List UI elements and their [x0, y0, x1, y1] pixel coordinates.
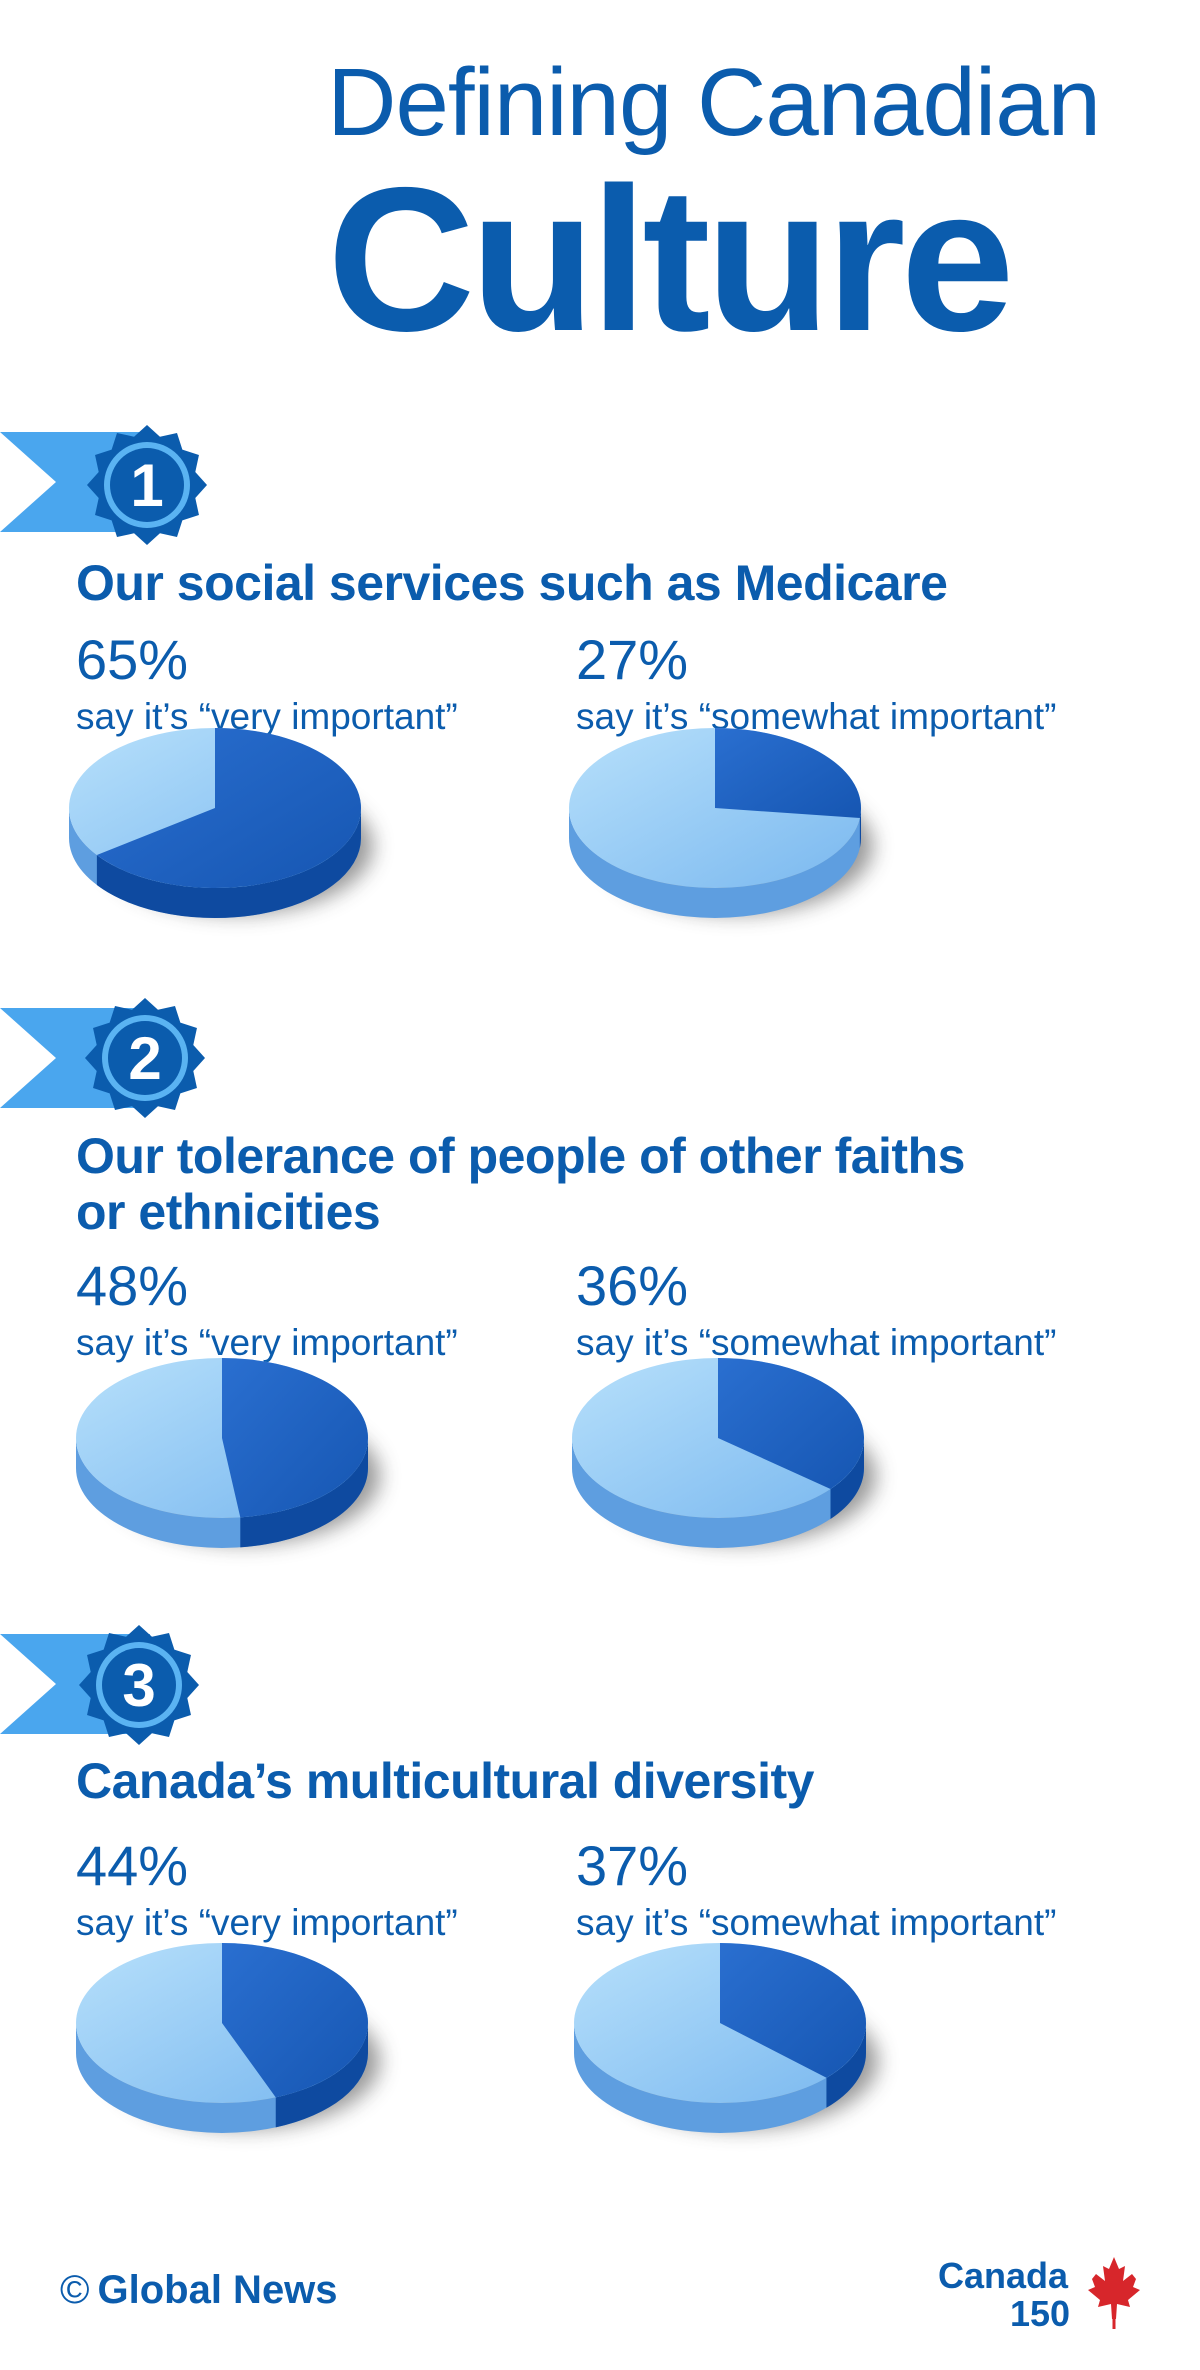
pie-side-wall: [569, 808, 861, 918]
pie-chart: [76, 1358, 380, 1548]
pie-chart: [569, 728, 873, 918]
pie-slice-value: [222, 1943, 368, 2098]
pie-slice-value: [715, 728, 861, 819]
section-number: 3: [122, 1652, 155, 1719]
section-number: 2: [128, 1025, 161, 1092]
title-line-2: Culture: [327, 145, 1014, 374]
section-2: 2 Our tolerance of people of other faith…: [0, 990, 1200, 1580]
canada-150-logo: Canada 150: [938, 2255, 1140, 2335]
pie-slice-value: [96, 728, 361, 888]
section-title-line: Canada’s multicultural diversity: [76, 1753, 814, 1809]
section-title: Our social services such as Medicare: [76, 555, 948, 611]
logo-line-2: 150: [1010, 2293, 1071, 2334]
stat-label: say it’s “very important”: [76, 1322, 458, 1363]
logo-line-1: Canada: [938, 2255, 1069, 2296]
stat-value: 37%: [576, 1834, 689, 1897]
number-badge-icon: 1: [87, 425, 207, 545]
stat-somewhat-important: 36% say it’s “somewhat important”: [576, 1254, 1057, 1363]
stat-label: say it’s “very important”: [76, 696, 458, 737]
pie-slice-side: [859, 808, 861, 849]
section-title: Our tolerance of people of other faiths …: [76, 1128, 965, 1240]
pie-side-wall: [574, 2023, 866, 2133]
number-badge-icon: 3: [79, 1625, 199, 1745]
stat-value: 48%: [76, 1254, 189, 1317]
section-number: 1: [130, 452, 163, 519]
footer-credit: © Global News: [60, 2268, 338, 2313]
pie-slice-side: [96, 808, 361, 918]
stat-value: 44%: [76, 1834, 189, 1897]
page-title: Defining Canadian Culture: [327, 49, 1101, 374]
pie-chart: [574, 1943, 878, 2133]
pie-slice-side: [240, 1438, 368, 1548]
section-3: 3 Canada’s multicultural diversity 44% s…: [0, 1620, 1200, 2180]
pie-chart: [572, 1358, 876, 1548]
number-badge-icon: 2: [85, 998, 205, 1118]
pie-side-wall: [572, 1438, 864, 1548]
stat-somewhat-important: 27% say it’s “somewhat important”: [576, 628, 1057, 737]
pie-slice-side: [826, 2023, 866, 2108]
stat-label: say it’s “somewhat important”: [576, 696, 1057, 737]
copyright-symbol: ©: [60, 2268, 90, 2312]
stat-very-important: 65% say it’s “very important”: [76, 628, 458, 737]
pie-chart: [69, 728, 373, 918]
section-1: 1 Our social services such as Medicare 6…: [0, 420, 1200, 940]
stat-label: say it’s “very important”: [76, 1902, 458, 1943]
pie-chart: [76, 1943, 380, 2133]
footer-source: Global News: [97, 2268, 338, 2312]
stat-very-important: 44% say it’s “very important”: [76, 1834, 458, 1943]
pie-slice-side: [275, 2023, 368, 2128]
pie-slice-value: [222, 1358, 369, 1518]
stat-label: say it’s “somewhat important”: [576, 1322, 1057, 1363]
pie-slice-value: [720, 1943, 866, 2078]
stat-label: say it’s “somewhat important”: [576, 1902, 1057, 1943]
pie-slice-value: [718, 1358, 864, 1489]
section-title: Canada’s multicultural diversity: [76, 1753, 814, 1809]
section-title-line: Our tolerance of people of other faiths: [76, 1128, 965, 1184]
section-title-line: Our social services such as Medicare: [76, 555, 948, 611]
stat-somewhat-important: 37% say it’s “somewhat important”: [576, 1834, 1057, 1943]
title-line-1: Defining Canadian: [327, 49, 1101, 156]
stat-value: 36%: [576, 1254, 689, 1317]
stat-very-important: 48% say it’s “very important”: [76, 1254, 458, 1363]
pie-slice-side: [830, 1438, 864, 1519]
stat-value: 65%: [76, 628, 189, 691]
stat-value: 27%: [576, 628, 689, 691]
maple-leaf-icon: [1088, 2257, 1140, 2329]
section-title-line: or ethnicities: [76, 1184, 381, 1240]
